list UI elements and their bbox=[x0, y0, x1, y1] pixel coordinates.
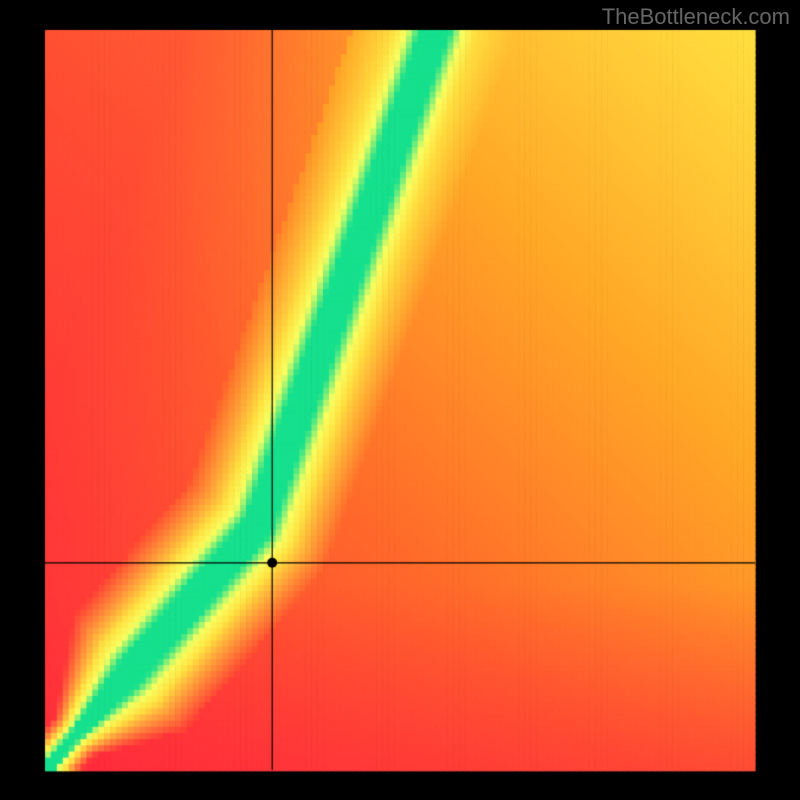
watermark-text: TheBottleneck.com bbox=[602, 4, 790, 30]
heatmap-canvas bbox=[0, 0, 800, 800]
chart-container: TheBottleneck.com bbox=[0, 0, 800, 800]
